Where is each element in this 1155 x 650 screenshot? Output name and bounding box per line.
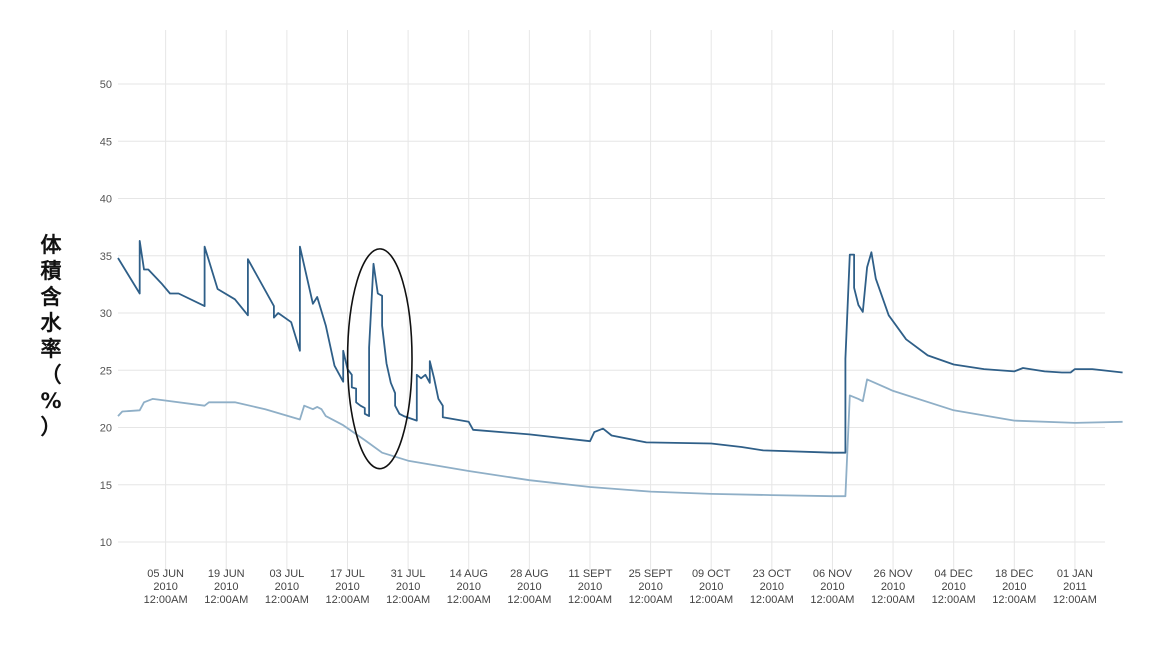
y-tick-label: 20 (100, 423, 112, 435)
series-line-1 (117, 240, 1123, 454)
y-tick-label: 50 (100, 79, 112, 91)
x-tick-label: 14 AUG 2010 12:00AM (447, 568, 491, 606)
y-tick-label: 30 (100, 308, 112, 320)
x-tick-label: 28 AUG 2010 12:00AM (507, 568, 551, 606)
x-tick-label: 25 SEPT 2010 12:00AM (629, 568, 673, 606)
y-tick-labels: 10 15 20 25 30 35 40 45 50 (100, 79, 112, 549)
x-tick-label: 04 DEC 2010 12:00AM (932, 568, 976, 606)
x-tick-label: 23 OCT 2010 12:00AM (750, 568, 794, 606)
y-axis-label: 体 積 含 水 率 （ % ） (40, 233, 62, 439)
y-tick-label: 45 (100, 136, 112, 148)
x-tick-label: 18 DEC 2010 12:00AM (992, 568, 1036, 606)
x-tick-label: 09 OCT 2010 12:00AM (689, 568, 733, 606)
x-tick-label: 05 JUN 2010 12:00AM (144, 568, 188, 606)
x-tick-label: 17 JUL 2010 12:00AM (325, 568, 369, 606)
x-tick-label: 31 JUL 2010 12:00AM (386, 568, 430, 606)
x-tick-label: 01 JAN 2011 12:00AM (1053, 568, 1097, 606)
x-tick-label: 26 NOV 2010 12:00AM (871, 568, 915, 606)
y-tick-label: 10 (100, 537, 112, 549)
x-tick-label: 03 JUL 2010 12:00AM (265, 568, 309, 606)
y-tick-label: 25 (100, 365, 112, 377)
y-tick-label: 35 (100, 251, 112, 263)
annotations (346, 248, 413, 470)
highlight-ellipse (346, 248, 413, 470)
x-tick-labels: 05 JUN 2010 12:00AM 19 JUN 2010 12:00AM 03 JUL… (144, 568, 1097, 606)
x-tick-label: 06 NOV 2010 12:00AM (810, 568, 854, 606)
data-series (117, 240, 1123, 498)
y-tick-label: 15 (100, 480, 112, 492)
y-tick-label: 40 (100, 194, 112, 206)
x-tick-label: 19 JUN 2010 12:00AM (204, 568, 248, 606)
gridlines (118, 30, 1105, 570)
series-line-2 (117, 378, 1123, 498)
x-tick-label: 11 SEPT 2010 12:00AM (568, 568, 612, 606)
